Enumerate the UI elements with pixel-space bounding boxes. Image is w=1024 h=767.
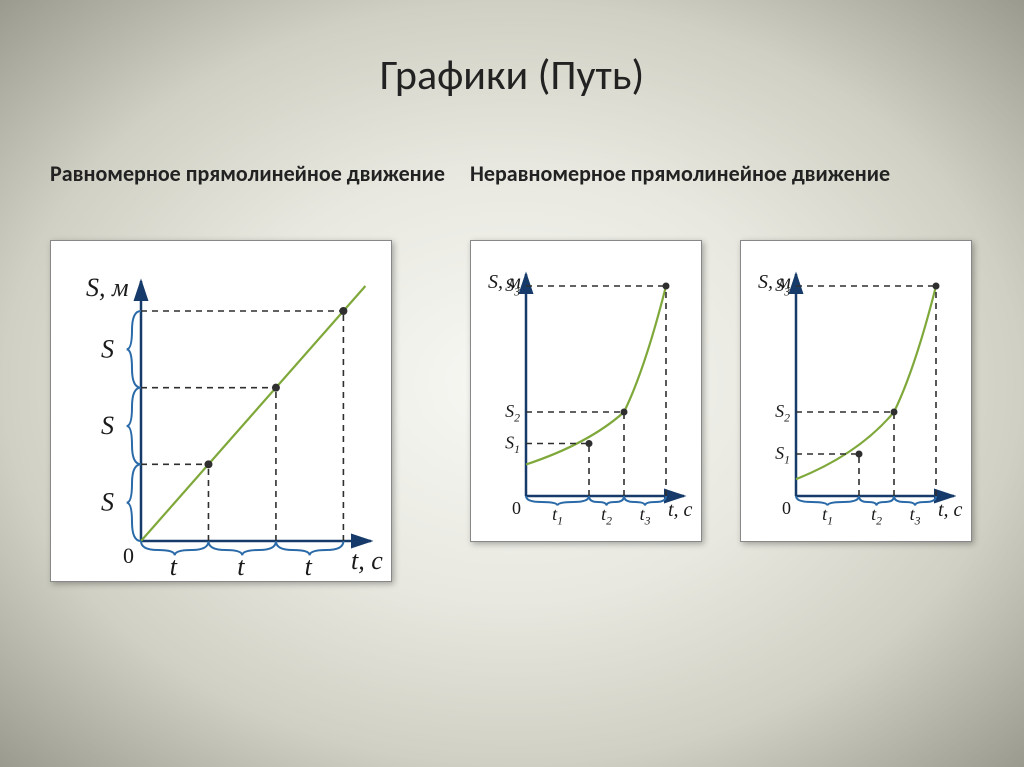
- svg-text:0: 0: [782, 498, 791, 518]
- svg-text:S2: S2: [775, 401, 790, 425]
- svg-text:t, c: t, c: [668, 499, 693, 521]
- svg-text:t, c: t, c: [938, 499, 963, 521]
- svg-text:S, м: S, м: [86, 273, 129, 302]
- svg-text:t: t: [237, 552, 245, 581]
- chart-uniform: S, м t, c 0 S S St t t: [50, 240, 392, 582]
- chart-nonuniform-2: S, мt, c0S1S2S3t1t2t3: [740, 240, 972, 542]
- svg-text:t2: t2: [601, 504, 612, 528]
- svg-text:S1: S1: [505, 433, 520, 457]
- svg-text:t: t: [170, 552, 178, 581]
- svg-text:t1: t1: [822, 504, 833, 528]
- svg-text:t3: t3: [640, 504, 651, 528]
- subtitle-uniform: Равномерное прямолинейное движение: [50, 160, 445, 189]
- svg-text:S: S: [101, 411, 114, 440]
- svg-text:t1: t1: [552, 504, 563, 528]
- svg-text:t3: t3: [910, 504, 921, 528]
- chart-nonuniform-1: S, мt, c0S1S2S3t1t2t3: [470, 240, 702, 542]
- svg-text:t, c: t, c: [351, 546, 383, 575]
- svg-text:0: 0: [512, 498, 521, 518]
- page-title: Графики (Путь): [0, 50, 1024, 101]
- svg-text:0: 0: [123, 543, 134, 568]
- svg-text:S1: S1: [775, 443, 790, 467]
- subtitle-nonuniform: Неравномерное прямолинейное движение: [470, 160, 890, 189]
- svg-text:S: S: [101, 488, 114, 517]
- svg-text:t2: t2: [871, 504, 882, 528]
- svg-text:S: S: [101, 334, 114, 363]
- svg-text:S2: S2: [505, 401, 520, 425]
- svg-text:t: t: [305, 552, 313, 581]
